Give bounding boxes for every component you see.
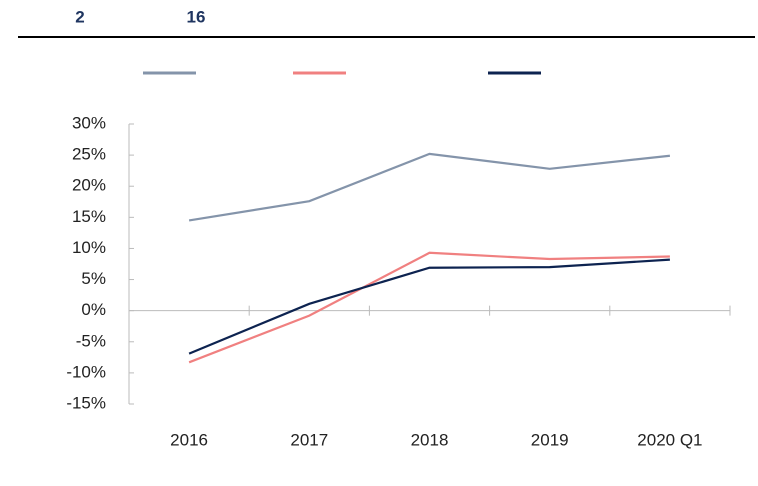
- y-tick-label: 25%: [72, 145, 106, 164]
- y-tick-label: 15%: [72, 207, 106, 226]
- y-tick-label: 10%: [72, 238, 106, 257]
- y-tick-label: -15%: [66, 393, 106, 412]
- series-line: [188, 152, 671, 222]
- header-number: 2: [75, 7, 84, 26]
- x-tick-label: 2020 Q1: [637, 430, 702, 449]
- y-tick-label: 20%: [72, 176, 106, 195]
- y-tick-label: 30%: [72, 113, 106, 132]
- x-tick-label: 2019: [531, 430, 569, 449]
- y-tick-label: -10%: [66, 362, 106, 381]
- x-tick-label: 2016: [170, 430, 208, 449]
- y-tick-label: -5%: [76, 331, 106, 350]
- series-line: [188, 251, 670, 364]
- y-tick-label: 0%: [81, 300, 106, 319]
- header-number: 16: [187, 7, 206, 26]
- y-tick-label: 5%: [81, 269, 106, 288]
- x-tick-label: 2018: [411, 430, 449, 449]
- series-line: [188, 258, 670, 355]
- x-tick-label: 2017: [290, 430, 328, 449]
